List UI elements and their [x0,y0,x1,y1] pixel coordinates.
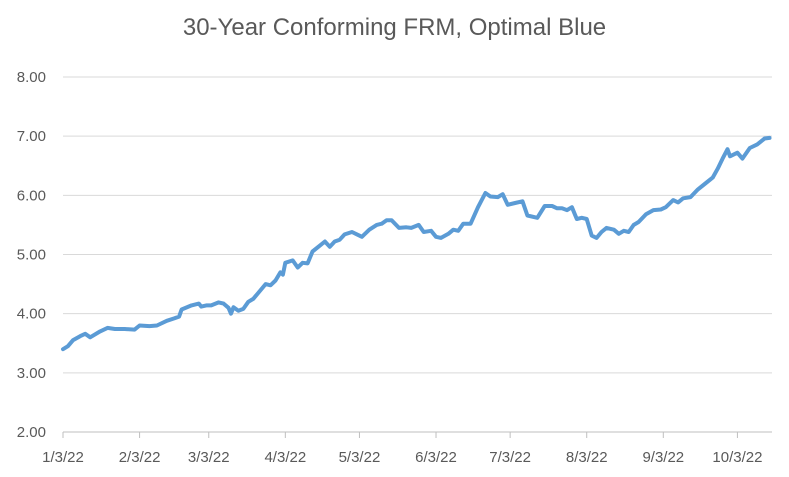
y-tick-label: 5.00 [17,247,46,264]
chart-title: 30-Year Conforming FRM, Optimal Blue [182,14,607,41]
x-tick-label: 8/3/22 [566,449,608,466]
y-tick-label: 7.00 [17,128,46,145]
y-tick-label: 3.00 [17,365,46,382]
x-tick-label: 7/3/22 [489,449,531,466]
x-tick-label: 6/3/22 [415,449,457,466]
x-tick-label: 10/3/22 [712,449,762,466]
x-axis: 1/3/22 2/3/22 3/3/22 4/3/22 5/3/22 6/3/22 7/3/… [42,431,772,466]
x-tick-label: 2/3/22 [119,449,161,466]
x-tick-label: 9/3/22 [642,449,684,466]
x-tick-label: 5/3/22 [339,449,381,466]
y-tick-label: 8.00 [17,69,46,86]
y-tick-label: 4.00 [17,306,46,323]
y-tick-label: 2.00 [17,424,46,441]
x-tick-label: 1/3/22 [42,449,84,466]
series-line [61,135,772,352]
y-axis-ticks: 2.00 3.00 4.00 5.00 6.00 7.00 8.00 [17,69,46,441]
series-layer [61,135,772,352]
y-tick-label: 6.00 [17,187,46,204]
x-tick-label: 3/3/22 [188,449,230,466]
x-tick-label: 4/3/22 [264,449,306,466]
